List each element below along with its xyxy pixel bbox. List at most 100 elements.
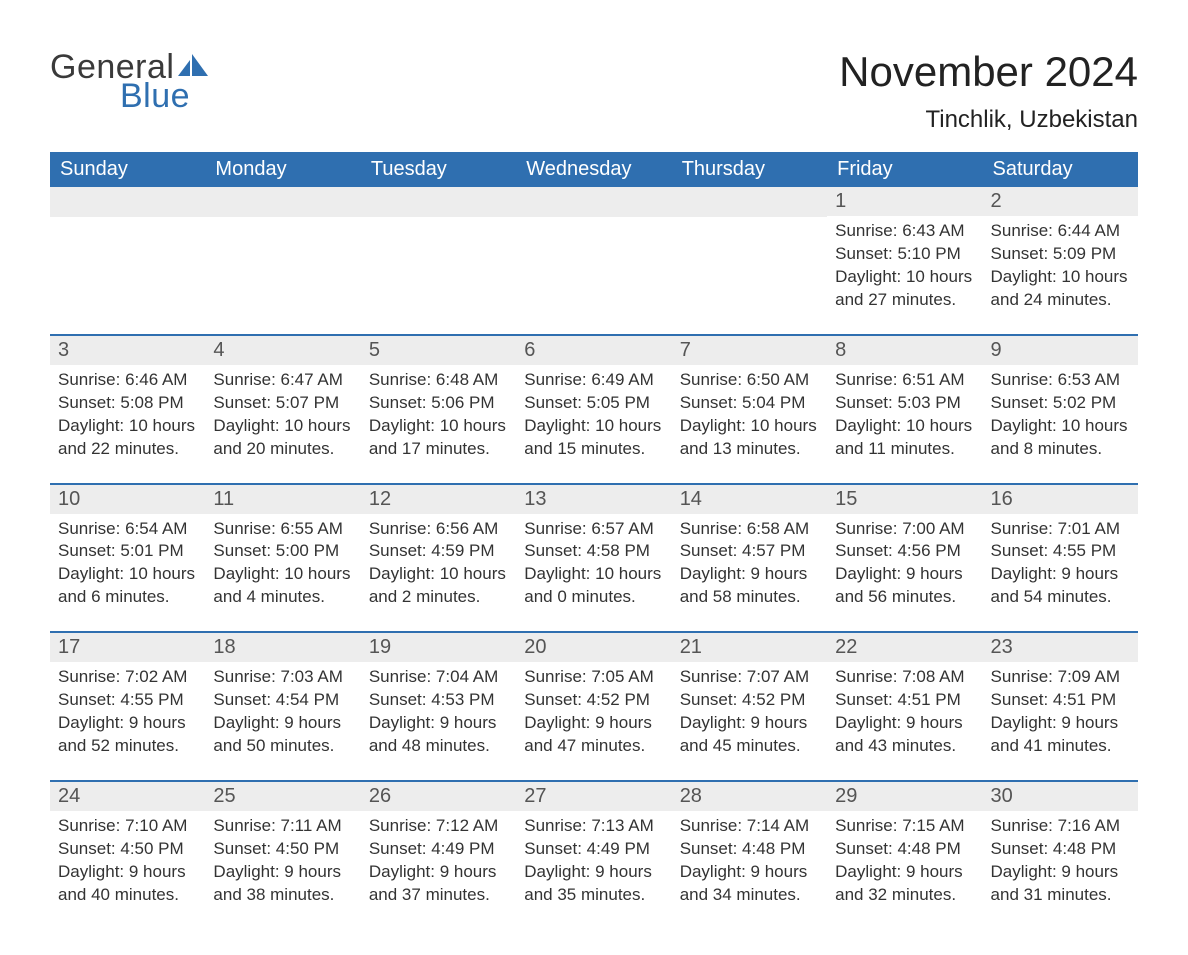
day-sunset: Sunset: 5:07 PM — [213, 392, 352, 415]
day-dl1: Daylight: 9 hours — [835, 712, 974, 735]
day-number: 19 — [361, 633, 516, 662]
day-cell: 14Sunrise: 6:58 AMSunset: 4:57 PMDayligh… — [672, 485, 827, 618]
day-sunset: Sunset: 4:49 PM — [369, 838, 508, 861]
day-sunset: Sunset: 4:48 PM — [835, 838, 974, 861]
day-number: 15 — [827, 485, 982, 514]
day-sunrise: Sunrise: 6:47 AM — [213, 369, 352, 392]
day-dl2: and 22 minutes. — [58, 438, 197, 461]
day-body: Sunrise: 7:10 AMSunset: 4:50 PMDaylight:… — [50, 811, 205, 915]
day-sunset: Sunset: 4:58 PM — [524, 540, 663, 563]
day-number: 29 — [827, 782, 982, 811]
day-cell: 10Sunrise: 6:54 AMSunset: 5:01 PMDayligh… — [50, 485, 205, 618]
day-dl1: Daylight: 10 hours — [213, 415, 352, 438]
day-dl2: and 8 minutes. — [991, 438, 1130, 461]
day-sunrise: Sunrise: 7:04 AM — [369, 666, 508, 689]
week-row: 17Sunrise: 7:02 AMSunset: 4:55 PMDayligh… — [50, 631, 1138, 766]
day-cell: 7Sunrise: 6:50 AMSunset: 5:04 PMDaylight… — [672, 336, 827, 469]
day-number: 20 — [516, 633, 671, 662]
day-dl1: Daylight: 10 hours — [835, 415, 974, 438]
day-sunset: Sunset: 4:52 PM — [524, 689, 663, 712]
day-dl1: Daylight: 10 hours — [991, 415, 1130, 438]
day-sunrise: Sunrise: 6:49 AM — [524, 369, 663, 392]
day-sunrise: Sunrise: 7:05 AM — [524, 666, 663, 689]
day-cell: 20Sunrise: 7:05 AMSunset: 4:52 PMDayligh… — [516, 633, 671, 766]
day-sunrise: Sunrise: 6:53 AM — [991, 369, 1130, 392]
day-body: Sunrise: 7:14 AMSunset: 4:48 PMDaylight:… — [672, 811, 827, 915]
day-cell — [361, 187, 516, 320]
day-body: Sunrise: 6:51 AMSunset: 5:03 PMDaylight:… — [827, 365, 982, 469]
dow-wednesday: Wednesday — [516, 152, 671, 187]
day-dl1: Daylight: 10 hours — [58, 415, 197, 438]
day-sunset: Sunset: 4:51 PM — [991, 689, 1130, 712]
day-body: Sunrise: 6:57 AMSunset: 4:58 PMDaylight:… — [516, 514, 671, 618]
week-row: 1Sunrise: 6:43 AMSunset: 5:10 PMDaylight… — [50, 187, 1138, 320]
day-number: 12 — [361, 485, 516, 514]
day-body: Sunrise: 6:53 AMSunset: 5:02 PMDaylight:… — [983, 365, 1138, 469]
day-cell: 13Sunrise: 6:57 AMSunset: 4:58 PMDayligh… — [516, 485, 671, 618]
day-dl1: Daylight: 9 hours — [835, 563, 974, 586]
day-sunset: Sunset: 4:55 PM — [991, 540, 1130, 563]
day-dl2: and 17 minutes. — [369, 438, 508, 461]
day-sunset: Sunset: 4:57 PM — [680, 540, 819, 563]
day-sunrise: Sunrise: 6:51 AM — [835, 369, 974, 392]
day-cell: 30Sunrise: 7:16 AMSunset: 4:48 PMDayligh… — [983, 782, 1138, 915]
day-number: 24 — [50, 782, 205, 811]
day-body: Sunrise: 7:04 AMSunset: 4:53 PMDaylight:… — [361, 662, 516, 766]
day-dl1: Daylight: 9 hours — [213, 861, 352, 884]
day-body: Sunrise: 7:08 AMSunset: 4:51 PMDaylight:… — [827, 662, 982, 766]
day-number: 23 — [983, 633, 1138, 662]
day-sunset: Sunset: 4:50 PM — [58, 838, 197, 861]
day-body: Sunrise: 6:44 AMSunset: 5:09 PMDaylight:… — [983, 216, 1138, 320]
day-sunset: Sunset: 5:01 PM — [58, 540, 197, 563]
day-cell — [205, 187, 360, 320]
day-body: Sunrise: 7:16 AMSunset: 4:48 PMDaylight:… — [983, 811, 1138, 915]
day-dl1: Daylight: 9 hours — [680, 563, 819, 586]
day-cell: 8Sunrise: 6:51 AMSunset: 5:03 PMDaylight… — [827, 336, 982, 469]
day-sunset: Sunset: 4:51 PM — [835, 689, 974, 712]
day-dl2: and 27 minutes. — [835, 289, 974, 312]
day-body: Sunrise: 7:11 AMSunset: 4:50 PMDaylight:… — [205, 811, 360, 915]
day-number: 9 — [983, 336, 1138, 365]
day-sunrise: Sunrise: 7:16 AM — [991, 815, 1130, 838]
day-cell: 17Sunrise: 7:02 AMSunset: 4:55 PMDayligh… — [50, 633, 205, 766]
day-sunrise: Sunrise: 6:44 AM — [991, 220, 1130, 243]
day-dl1: Daylight: 9 hours — [369, 861, 508, 884]
day-dl2: and 15 minutes. — [524, 438, 663, 461]
day-body: Sunrise: 7:03 AMSunset: 4:54 PMDaylight:… — [205, 662, 360, 766]
day-dl1: Daylight: 9 hours — [835, 861, 974, 884]
title-block: November 2024 Tinchlik, Uzbekistan — [839, 48, 1138, 134]
day-body: Sunrise: 7:15 AMSunset: 4:48 PMDaylight:… — [827, 811, 982, 915]
day-number — [516, 187, 671, 217]
logo-text-blue: Blue — [120, 77, 208, 116]
day-dl1: Daylight: 10 hours — [213, 563, 352, 586]
day-sunrise: Sunrise: 7:12 AM — [369, 815, 508, 838]
week-row: 3Sunrise: 6:46 AMSunset: 5:08 PMDaylight… — [50, 334, 1138, 469]
day-cell: 16Sunrise: 7:01 AMSunset: 4:55 PMDayligh… — [983, 485, 1138, 618]
day-body: Sunrise: 7:09 AMSunset: 4:51 PMDaylight:… — [983, 662, 1138, 766]
day-body: Sunrise: 7:05 AMSunset: 4:52 PMDaylight:… — [516, 662, 671, 766]
day-sunset: Sunset: 4:50 PM — [213, 838, 352, 861]
dow-tuesday: Tuesday — [361, 152, 516, 187]
day-number: 4 — [205, 336, 360, 365]
day-number: 1 — [827, 187, 982, 216]
day-number: 16 — [983, 485, 1138, 514]
day-sunset: Sunset: 5:03 PM — [835, 392, 974, 415]
day-number — [50, 187, 205, 217]
day-cell: 15Sunrise: 7:00 AMSunset: 4:56 PMDayligh… — [827, 485, 982, 618]
day-body: Sunrise: 6:49 AMSunset: 5:05 PMDaylight:… — [516, 365, 671, 469]
day-dl2: and 11 minutes. — [835, 438, 974, 461]
day-cell: 4 Sunrise: 6:47 AMSunset: 5:07 PMDaylight… — [205, 336, 360, 469]
day-dl2: and 40 minutes. — [58, 884, 197, 907]
day-body: Sunrise: 7:12 AMSunset: 4:49 PMDaylight:… — [361, 811, 516, 915]
day-sunrise: Sunrise: 7:13 AM — [524, 815, 663, 838]
day-dl1: Daylight: 10 hours — [991, 266, 1130, 289]
day-body: Sunrise: 7:07 AMSunset: 4:52 PMDaylight:… — [672, 662, 827, 766]
day-number — [361, 187, 516, 217]
day-sunrise: Sunrise: 7:15 AM — [835, 815, 974, 838]
day-sunrise: Sunrise: 7:02 AM — [58, 666, 197, 689]
day-cell: 6Sunrise: 6:49 AMSunset: 5:05 PMDaylight… — [516, 336, 671, 469]
day-sunrise: Sunrise: 6:50 AM — [680, 369, 819, 392]
day-number: 28 — [672, 782, 827, 811]
day-dl2: and 2 minutes. — [369, 586, 508, 609]
day-number: 3 — [50, 336, 205, 365]
